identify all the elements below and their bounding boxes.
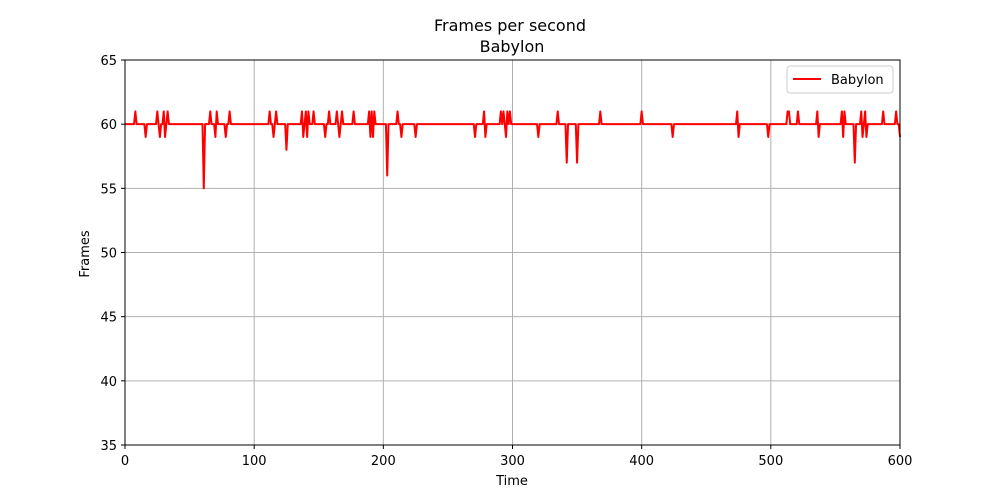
series-layer — [125, 111, 900, 188]
series-line-babylon — [125, 111, 900, 188]
legend: Babylon — [786, 65, 894, 94]
y-tick-label: 65 — [100, 54, 117, 69]
axis-ticks: 0 100 200 300 400 500 600 35 40 45 50 55 60 65 — [100, 54, 912, 469]
legend-box — [786, 65, 894, 94]
y-tick-label: 35 — [100, 439, 117, 454]
y-tick-label: 60 — [100, 118, 117, 133]
x-tick-label: 200 — [371, 454, 396, 469]
chart-title: Frames per second — [434, 16, 586, 35]
x-tick-label: 500 — [758, 454, 783, 469]
y-tick-label: 55 — [100, 182, 117, 197]
x-tick-label: 600 — [888, 454, 913, 469]
legend-label-babylon: Babylon — [831, 73, 884, 88]
x-tick-label: 400 — [629, 454, 654, 469]
x-tick-label: 0 — [121, 454, 129, 469]
x-tick-label: 100 — [242, 454, 267, 469]
x-tick-label: 300 — [500, 454, 525, 469]
y-tick-label: 50 — [100, 247, 117, 262]
x-axis-title: Time — [495, 474, 528, 489]
y-tick-label: 40 — [100, 375, 117, 390]
y-axis-title: Frames — [78, 230, 93, 278]
chart-subtitle: Babylon — [480, 37, 545, 56]
y-tick-label: 45 — [100, 311, 117, 326]
